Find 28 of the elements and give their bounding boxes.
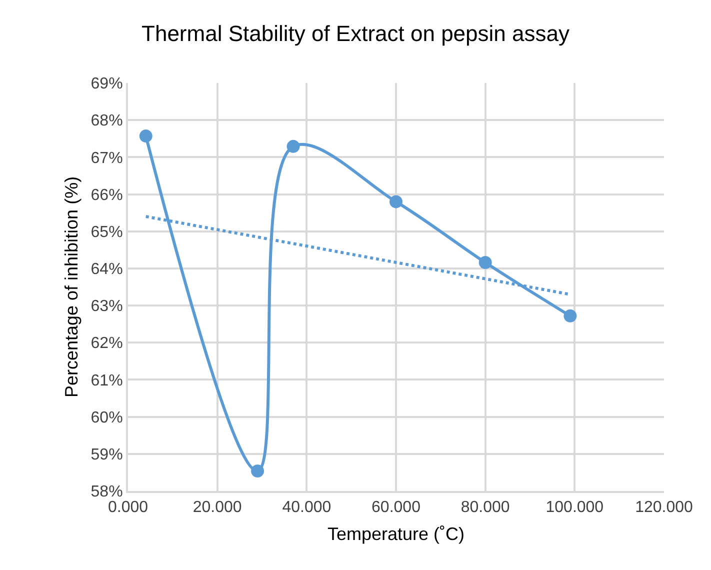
- y-tick-label: 60%: [90, 409, 123, 426]
- point: [139, 130, 152, 143]
- y-tick-label: 61%: [90, 372, 123, 390]
- x-tick-label: 20.000: [192, 499, 242, 516]
- x-axis-title: Temperature (˚C): [327, 524, 465, 544]
- x-tick-label: 80.000: [460, 499, 510, 516]
- x-tick-label: 40.000: [282, 499, 332, 516]
- y-tick-label: 59%: [90, 446, 123, 464]
- y-tick-label: 69%: [90, 76, 123, 93]
- y-axis-title: Percentage of inhibition (%): [61, 176, 82, 398]
- x-tick-label: 100.000: [546, 499, 604, 516]
- point: [478, 256, 492, 270]
- chart-title: Thermal Stability of Extract on pepsin assay: [142, 21, 570, 46]
- x-tick-label: 0.000: [108, 499, 148, 516]
- y-tick-label: 63%: [90, 298, 123, 316]
- x-tick-label: 60.000: [372, 499, 421, 516]
- y-tick-label: 66%: [90, 186, 123, 204]
- point: [564, 309, 577, 322]
- point: [251, 464, 264, 478]
- y-tick-label: 65%: [90, 224, 123, 241]
- point: [286, 140, 300, 153]
- y-tick-label: 68%: [90, 112, 123, 130]
- y-tick-label: 64%: [90, 261, 123, 278]
- x-tick-label: 120.000: [635, 499, 694, 516]
- point: [390, 195, 402, 208]
- y-tick-label: 62%: [90, 335, 123, 352]
- y-tick-label: 58%: [90, 484, 123, 501]
- y-tick-label: 67%: [90, 150, 123, 167]
